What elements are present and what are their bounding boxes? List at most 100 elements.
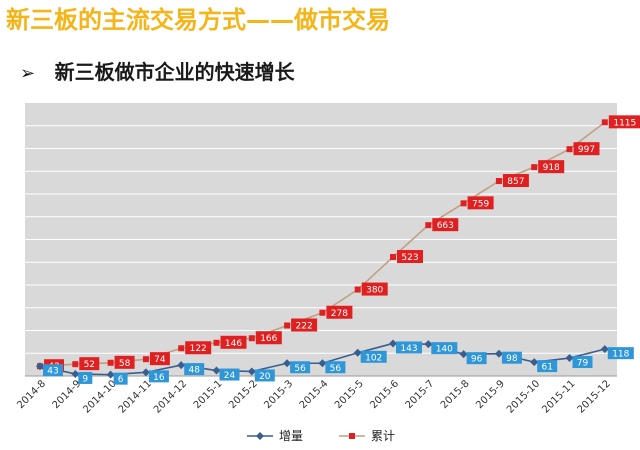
marker-cumulative [601, 119, 608, 126]
x-tick-label: 2015-7 [404, 378, 437, 411]
data-label-increment: 118 [612, 350, 629, 360]
data-label-box-cumulative [220, 335, 247, 349]
x-tick-label: 2014-8 [15, 378, 48, 411]
data-label-box-cumulative [573, 142, 600, 156]
marker-increment [494, 349, 503, 358]
data-label-increment: 143 [400, 344, 417, 354]
data-label-increment: 61 [541, 363, 552, 373]
data-label-cumulative: 759 [472, 199, 489, 209]
marker-increment [247, 367, 256, 376]
data-label-box-increment [184, 363, 205, 376]
legend-label-cumulative: 累计 [371, 429, 395, 443]
data-label-box-cumulative [185, 341, 212, 355]
marker-cumulative [425, 222, 432, 229]
marker-cumulative [319, 309, 326, 316]
marker-increment [389, 339, 397, 348]
marker-increment [424, 340, 433, 349]
data-label-increment: 96 [471, 355, 483, 365]
data-label-box-cumulative [291, 318, 318, 332]
data-label-cumulative: 857 [507, 177, 524, 187]
marker-cumulative [390, 254, 396, 261]
data-label-box-cumulative [608, 115, 640, 129]
data-label-cumulative: 523 [401, 253, 418, 263]
data-label-increment: 43 [47, 367, 58, 377]
data-label-box-increment [148, 370, 169, 383]
data-label-box-cumulative [432, 218, 459, 232]
x-tick-label: 2015-12 [576, 378, 613, 415]
x-tick-label: 2015-6 [368, 378, 401, 411]
subtitle: 新三板做市企业的快速增长 [54, 60, 295, 84]
data-label-cumulative: 663 [437, 221, 454, 231]
x-tick-label: 2015-1 [192, 378, 225, 411]
marker-increment [459, 350, 468, 359]
data-label-increment: 79 [577, 359, 589, 369]
data-label-increment: 6 [118, 375, 124, 385]
data-label-box-cumulative [149, 352, 170, 366]
marker-increment [36, 362, 44, 371]
data-label-box-cumulative [397, 250, 423, 264]
marker-cumulative [354, 286, 361, 293]
marker-increment [212, 366, 221, 375]
data-label-box-increment [572, 356, 593, 369]
slide-title: 新三板的主流交易方式——做市交易 [6, 6, 390, 34]
data-label-cumulative: 997 [578, 145, 595, 155]
marker-increment [177, 361, 186, 370]
marker-cumulative [178, 345, 185, 352]
data-label-increment: 9 [82, 374, 88, 384]
marker-increment [353, 348, 362, 357]
data-label-increment: 140 [436, 345, 453, 355]
marker-increment [318, 359, 327, 368]
data-label-increment: 56 [294, 364, 306, 374]
legend-label-increment: 增量 [279, 429, 303, 443]
data-label-box-increment [360, 350, 387, 363]
subtitle-row: ➢ 新三板做市企业的快速增长 [20, 55, 295, 89]
x-tick-label: 2015-5 [333, 378, 366, 411]
x-tick-label: 2015-4 [298, 378, 331, 411]
data-label-cumulative: 58 [119, 359, 131, 369]
data-label-box-cumulative [79, 357, 100, 371]
data-label-cumulative: 166 [260, 334, 277, 344]
legend-marker-cumulative [349, 433, 355, 439]
data-label-increment: 48 [188, 366, 200, 376]
marker-increment [106, 370, 115, 379]
data-label-increment: 20 [259, 372, 271, 382]
marker-cumulative [566, 146, 573, 153]
marker-cumulative [460, 200, 467, 207]
data-label-box-increment [501, 351, 522, 364]
data-label-box-increment [325, 361, 346, 374]
x-tick-label: 2015-2 [227, 378, 260, 411]
marker-cumulative [495, 178, 502, 185]
data-label-cumulative: 1115 [613, 118, 636, 128]
data-label-box-increment [466, 352, 487, 365]
x-tick-label: 2015-10 [505, 378, 542, 415]
marker-cumulative [213, 339, 220, 346]
data-label-box-cumulative [467, 196, 494, 210]
marker-cumulative [72, 361, 79, 368]
x-tick-label: 2015-11 [540, 378, 577, 415]
data-label-box-cumulative [538, 160, 565, 174]
data-label-box-increment [219, 368, 240, 381]
marker-increment [530, 358, 539, 367]
marker-increment [141, 368, 150, 377]
marker-increment [71, 369, 80, 378]
data-label-box-increment [607, 347, 634, 360]
data-label-increment: 102 [365, 353, 382, 363]
data-label-cumulative: 380 [366, 286, 383, 296]
marker-cumulative [531, 164, 538, 171]
data-label-box-cumulative [502, 174, 529, 188]
data-label-increment: 16 [153, 373, 165, 383]
bullet-arrow-icon: ➢ [20, 63, 36, 84]
data-label-increment: 24 [224, 371, 236, 381]
data-label-box-increment [78, 371, 93, 384]
marker-increment [565, 354, 574, 363]
data-label-box-increment [396, 341, 422, 354]
data-label-increment: 98 [506, 354, 518, 364]
data-label-box-cumulative [255, 331, 282, 345]
data-label-box-cumulative [361, 282, 388, 296]
data-label-box-increment [537, 360, 558, 373]
data-label-cumulative: 918 [543, 163, 560, 173]
data-label-cumulative: 146 [225, 339, 242, 349]
data-label-box-cumulative [326, 305, 353, 319]
data-label-box-cumulative [114, 355, 135, 369]
data-label-cumulative: 74 [154, 355, 166, 365]
